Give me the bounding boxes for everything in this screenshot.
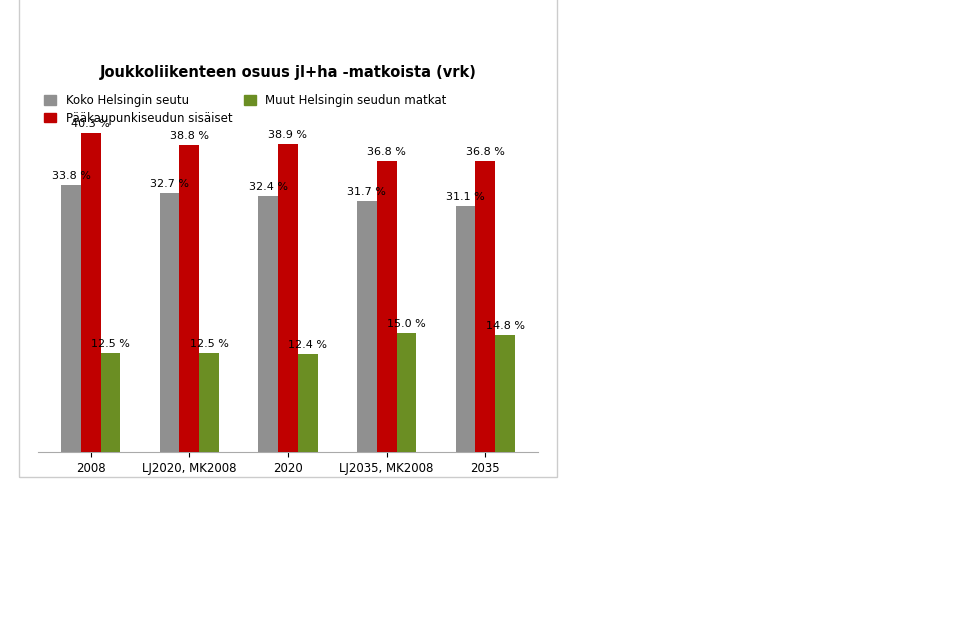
- Text: 15.0 %: 15.0 %: [387, 320, 426, 330]
- Bar: [396, 333, 417, 452]
- Bar: [180, 145, 200, 452]
- Bar: [258, 195, 278, 452]
- Text: 12.5 %: 12.5 %: [190, 339, 228, 349]
- Bar: [357, 201, 376, 452]
- Text: 14.8 %: 14.8 %: [486, 321, 524, 331]
- Bar: [159, 193, 180, 452]
- Title: Joukkoliikenteen osuus jl+ha -matkoista (vrk): Joukkoliikenteen osuus jl+ha -matkoista …: [100, 65, 476, 80]
- Bar: [456, 206, 475, 452]
- Text: 31.7 %: 31.7 %: [348, 187, 386, 197]
- Text: 32.4 %: 32.4 %: [249, 181, 288, 192]
- Text: 12.5 %: 12.5 %: [91, 339, 130, 349]
- Legend: Koko Helsingin seutu, Pääkaupunkiseudun sisäiset, Muut Helsingin seudun matkat: Koko Helsingin seutu, Pääkaupunkiseudun …: [44, 94, 446, 124]
- Bar: [61, 185, 81, 452]
- Text: 36.8 %: 36.8 %: [368, 147, 406, 157]
- Bar: [495, 335, 515, 452]
- Bar: [101, 353, 120, 452]
- Text: 31.1 %: 31.1 %: [446, 192, 485, 202]
- Bar: [376, 161, 396, 452]
- Bar: [200, 353, 219, 452]
- Text: 38.9 %: 38.9 %: [269, 130, 307, 140]
- Text: 12.4 %: 12.4 %: [288, 340, 327, 350]
- Bar: [298, 354, 318, 452]
- Bar: [81, 133, 101, 452]
- Text: 40.3 %: 40.3 %: [71, 119, 110, 129]
- Text: 33.8 %: 33.8 %: [52, 171, 90, 181]
- Text: 32.7 %: 32.7 %: [150, 179, 189, 189]
- Bar: [475, 161, 495, 452]
- Text: 38.8 %: 38.8 %: [170, 131, 209, 141]
- Text: 36.8 %: 36.8 %: [466, 147, 505, 157]
- Bar: [278, 144, 298, 452]
